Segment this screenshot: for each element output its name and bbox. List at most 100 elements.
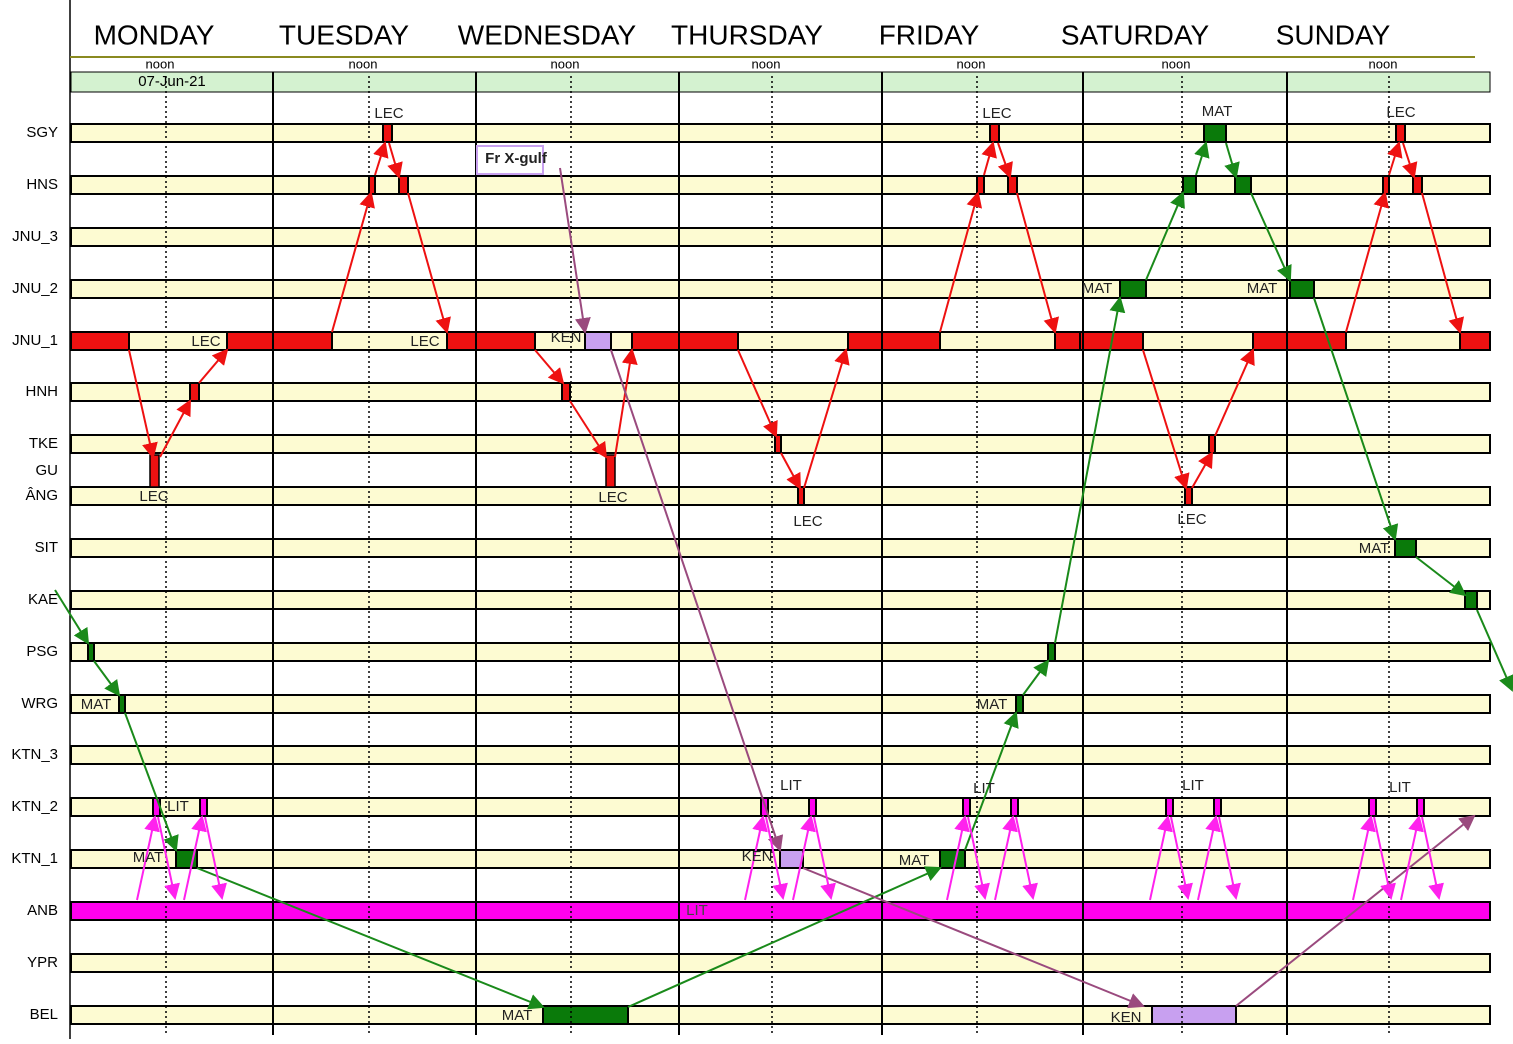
route-arrow: [534, 349, 565, 385]
route-arrow: [407, 192, 451, 334]
route-arrow: [997, 142, 1013, 179]
vessel-label: LEC: [982, 105, 1011, 122]
route-arrow: [610, 349, 784, 852]
berth-block: [939, 849, 966, 869]
day-label: THURSDAY: [671, 19, 823, 50]
berth-block: [1464, 590, 1478, 610]
route-arrow: [1016, 192, 1060, 334]
berth-block: [70, 331, 130, 351]
berth-block: [1459, 331, 1491, 351]
row-label: JNU_2: [12, 280, 58, 297]
berth-block: [1184, 486, 1193, 506]
vessel-label: LEC: [139, 488, 168, 505]
route-arrow: [93, 660, 121, 697]
vessel-label: MAT: [133, 849, 164, 866]
berth-block: [1394, 538, 1417, 558]
route-arrow: [559, 167, 591, 334]
route-arrow: [387, 142, 403, 179]
station-bar: [70, 382, 1491, 402]
day-label: SUNDAY: [1276, 19, 1391, 50]
route-arrow: [1421, 192, 1465, 334]
berth-block: [1412, 175, 1423, 195]
berth-block: [561, 382, 571, 402]
berth-block: [1015, 694, 1024, 714]
berth-block: [382, 123, 393, 143]
vessel-label: LEC: [793, 513, 822, 530]
station-bar: [70, 590, 1491, 610]
noon-label: noon: [146, 56, 175, 71]
berth-block: [631, 331, 680, 351]
berth-block: [272, 331, 333, 351]
route-arrow: [159, 399, 191, 458]
station-bar: [70, 745, 1491, 765]
row-label: GU: [36, 462, 59, 479]
route-arrow: [331, 191, 375, 333]
station-bar: [70, 175, 1491, 195]
route-arrow: [1022, 659, 1050, 696]
berth-block: [881, 331, 941, 351]
berth-block: [398, 175, 409, 195]
route-arrow: [1194, 141, 1210, 176]
berth-block: [1252, 331, 1288, 351]
berth-block: [87, 642, 95, 662]
noon-label: noon: [752, 56, 781, 71]
route-arrow: [614, 348, 638, 458]
berth-block: [542, 1005, 629, 1025]
route-arrow: [373, 141, 389, 176]
berth-block: [847, 331, 883, 351]
station-bar: [70, 642, 1491, 662]
row-label: BEL: [30, 1006, 58, 1023]
berth-block: [199, 797, 208, 817]
berth-block: [605, 454, 616, 488]
route-arrow: [1218, 816, 1241, 900]
berth-block: [808, 797, 817, 817]
berth-block: [1208, 434, 1216, 454]
date-label: 07-Jun-21: [138, 73, 206, 90]
vessel-label: MAT: [977, 696, 1008, 713]
day-label: MONDAY: [94, 19, 215, 50]
day-label: FRIDAY: [879, 19, 980, 50]
row-label: HNH: [26, 383, 59, 400]
berth-block: [189, 382, 200, 402]
row-label: PSG: [26, 643, 58, 660]
route-arrow: [802, 867, 1145, 1009]
route-arrow: [1145, 191, 1185, 281]
row-label: KTN_1: [11, 850, 58, 867]
vessel-label: MAT: [81, 696, 112, 713]
note-label: Fr X-gulf: [485, 150, 548, 167]
vessel-label: LIT: [973, 780, 995, 797]
route-arrow: [1313, 297, 1399, 541]
vessel-label: MAT: [1082, 280, 1113, 297]
vessel-label: LEC: [410, 333, 439, 350]
berth-block: [962, 797, 971, 817]
route-arrow: [792, 815, 816, 901]
vessel-label: MAT: [1359, 540, 1390, 557]
row-label: ANB: [27, 902, 58, 919]
route-arrow: [136, 815, 160, 901]
vessel-label: KEN: [1111, 1009, 1142, 1026]
route-arrow: [737, 349, 778, 438]
route-arrow: [765, 816, 788, 900]
row-label: KTN_2: [11, 798, 58, 815]
berth-block: [1289, 279, 1315, 299]
route-arrow: [1250, 192, 1292, 282]
berth-block: [1382, 175, 1390, 195]
route-arrow: [1142, 349, 1190, 490]
station-bar: [70, 538, 1491, 558]
route-arrow: [1191, 451, 1213, 489]
route-arrow: [967, 816, 990, 900]
berth-block: [797, 486, 805, 506]
berth-block: [1286, 331, 1347, 351]
berth-block: [976, 175, 985, 195]
route-arrow: [1235, 814, 1476, 1007]
station-bar: [70, 123, 1491, 143]
berth-block: [446, 331, 477, 351]
route-arrow: [124, 712, 179, 852]
route-arrow: [196, 867, 545, 1010]
vessel-label: LEC: [374, 105, 403, 122]
route-arrow: [994, 815, 1018, 901]
row-label: SGY: [26, 124, 58, 141]
berth-block: [1234, 175, 1252, 195]
berth-block: [1416, 797, 1425, 817]
